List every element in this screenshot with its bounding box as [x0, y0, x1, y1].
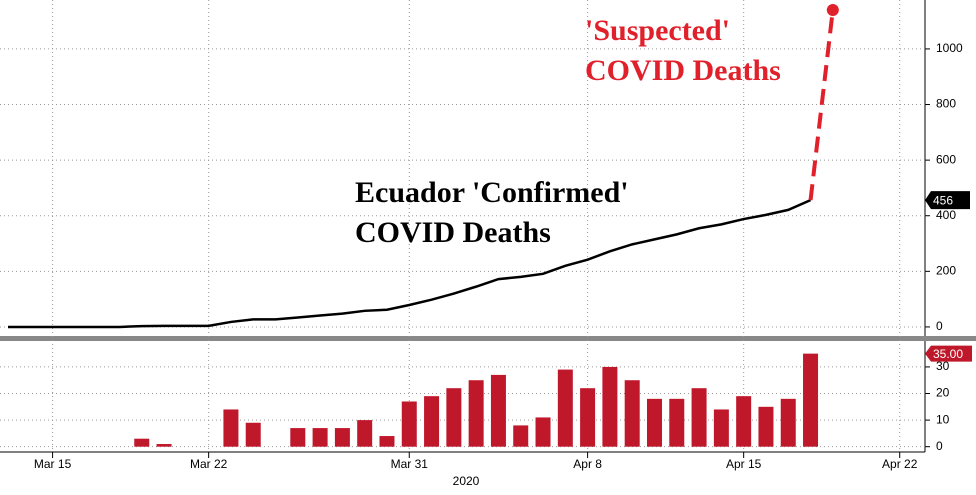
y-tick-label: 0	[936, 439, 943, 453]
annotation: Ecuador 'Confirmed'	[355, 176, 629, 209]
y-tick-label: 600	[936, 152, 956, 166]
bar	[646, 398, 662, 447]
y-tick-label: 20	[936, 386, 950, 400]
bar	[736, 396, 752, 447]
end-dot	[826, 4, 839, 17]
y-tick-label: 400	[936, 208, 956, 222]
bar	[513, 425, 529, 447]
bar	[312, 428, 328, 447]
bar	[780, 398, 796, 447]
bar	[156, 444, 172, 447]
last-value-box	[925, 191, 970, 210]
x-axis-label: 2020	[453, 474, 480, 488]
last-value-label: 456	[933, 193, 953, 207]
bar	[803, 353, 819, 447]
bar	[245, 422, 261, 447]
y-tick-label: 30	[936, 359, 950, 373]
bar	[490, 374, 506, 447]
bar	[334, 428, 350, 447]
bar	[602, 366, 618, 447]
y-tick-label: 1000	[936, 41, 963, 55]
x-tick-label: Apr 8	[573, 457, 602, 471]
last-value-box	[925, 345, 972, 362]
bar	[401, 401, 417, 447]
bar	[557, 369, 573, 447]
x-tick-label: Apr 15	[726, 457, 762, 471]
annotation: 'Suspected'	[585, 14, 730, 47]
bar	[424, 396, 440, 447]
last-value-label: 35.00	[933, 347, 963, 361]
bar	[691, 388, 707, 447]
bar	[758, 406, 774, 447]
line	[808, 9, 835, 201]
bar	[669, 398, 685, 447]
y-tick-label: 0	[936, 319, 943, 333]
bar	[446, 388, 462, 447]
x-tick-label: Apr 22	[882, 457, 918, 471]
annotation: COVID Deaths	[585, 54, 781, 87]
line	[8, 199, 812, 329]
bar	[624, 380, 640, 447]
bar	[357, 420, 373, 447]
bar	[223, 409, 239, 447]
x-tick-label: Mar 22	[190, 457, 228, 471]
bar	[134, 438, 150, 447]
x-tick-label: Mar 15	[34, 457, 72, 471]
panel-divider	[0, 336, 976, 341]
bar	[290, 428, 306, 447]
bar	[535, 417, 551, 447]
bar	[580, 388, 596, 447]
y-tick-label: 800	[936, 97, 956, 111]
bar	[468, 380, 484, 447]
annotation: COVID Deaths	[355, 216, 551, 249]
x-tick-label: Mar 31	[391, 457, 429, 471]
y-tick-label: 200	[936, 264, 956, 278]
bar	[713, 409, 729, 447]
bar	[379, 436, 395, 447]
y-tick-label: 10	[936, 412, 950, 426]
